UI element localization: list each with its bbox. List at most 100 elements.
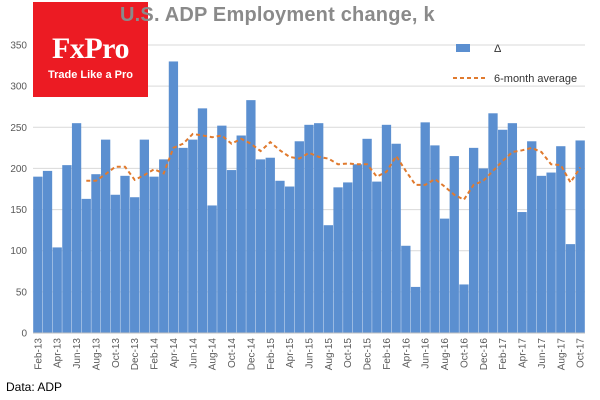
legend-label-delta: Δ (494, 43, 502, 55)
bar (498, 129, 508, 333)
bar (468, 147, 479, 333)
x-tick-label: Oct-17 (576, 338, 587, 368)
bar (527, 141, 537, 333)
bar (507, 123, 518, 334)
bar (536, 175, 547, 333)
bar (130, 197, 140, 333)
logo-tagline: Trade Like a Pro (48, 69, 133, 81)
average-line (86, 132, 582, 201)
bar (517, 212, 527, 333)
bar (217, 125, 227, 333)
x-tick-label: Jun-17 (537, 338, 548, 369)
bar (449, 156, 459, 333)
y-tick-label: 250 (10, 123, 27, 134)
x-tick-label: Dec-14 (246, 338, 257, 371)
x-tick-label: Feb-14 (150, 338, 161, 370)
bar (410, 286, 421, 333)
x-tick-labels: Feb-13 Apr-13 Jun-13 Aug-13 Oct-13 Dec-13 Feb-… (33, 338, 586, 371)
bar (343, 182, 353, 333)
data-source-note: Data: ADP (6, 380, 63, 394)
bar (304, 124, 314, 334)
x-tick-label: Aug-16 (440, 338, 451, 371)
x-tick-label: Feb-16 (382, 338, 393, 370)
x-tick-label: Jun-16 (421, 338, 432, 369)
x-tick-label: Jun-13 (72, 338, 83, 369)
bar (168, 61, 179, 333)
x-tick-label: Aug-17 (556, 338, 567, 371)
x-tick-label: Aug-15 (324, 338, 335, 371)
y-tick-labels: 0 50 100 150 200 250 300 350 (10, 41, 27, 340)
bar (255, 159, 266, 333)
legend: Δ 6-month average (453, 43, 577, 85)
x-tick-label: Oct-13 (111, 338, 122, 368)
bar (52, 247, 62, 333)
bar (236, 135, 246, 333)
x-tick-label: Apr-17 (518, 338, 529, 368)
bar (275, 180, 285, 333)
bar (391, 143, 401, 333)
y-tick-label: 50 (16, 287, 28, 298)
bar (33, 176, 43, 333)
bar (265, 157, 275, 333)
average-line-series (86, 132, 582, 201)
x-tick-label: Apr-15 (285, 338, 296, 368)
bar (207, 205, 217, 333)
x-tick-label: Jun-15 (305, 338, 316, 369)
bar (100, 139, 111, 333)
x-tick-label: Apr-14 (169, 338, 180, 368)
x-tick-label: Feb-17 (498, 338, 509, 370)
bar (333, 187, 343, 333)
bar (246, 100, 256, 333)
bar (565, 244, 576, 333)
y-tick-label: 0 (21, 329, 27, 340)
bar (226, 170, 237, 333)
logo-name: FxPro (52, 32, 129, 65)
bar (352, 164, 363, 333)
y-tick-label: 100 (10, 246, 27, 257)
bar (139, 139, 150, 333)
y-tick-label: 350 (10, 41, 27, 52)
bar (546, 172, 556, 333)
bar (91, 174, 101, 333)
y-tick-label: 150 (10, 205, 27, 216)
x-tick-label: Apr-16 (401, 338, 412, 368)
bar (284, 186, 295, 333)
x-tick-label: Aug-13 (91, 338, 102, 371)
bar (110, 194, 120, 333)
bar (159, 159, 169, 333)
bar (362, 138, 372, 333)
bar (120, 175, 130, 333)
x-tick-label: Dec-13 (130, 338, 141, 371)
bar (149, 176, 159, 333)
bar (197, 108, 208, 333)
x-tick-label: Dec-15 (363, 338, 374, 371)
bar (381, 124, 392, 334)
chart-title: U.S. ADP Employment change, k (120, 4, 435, 26)
bar (575, 140, 585, 333)
x-tick-label: Feb-15 (266, 338, 277, 370)
bar (314, 123, 324, 334)
bar (372, 181, 382, 333)
bar (420, 122, 430, 333)
x-tick-label: Oct-15 (343, 338, 354, 368)
bar-series (33, 61, 585, 334)
x-tick-label: Apr-13 (53, 338, 64, 368)
bar (81, 198, 91, 333)
bar (488, 113, 498, 333)
bar (401, 245, 411, 333)
bar (459, 284, 469, 333)
y-tick-label: 300 (10, 82, 27, 93)
x-tick-label: Oct-14 (227, 338, 238, 368)
bar (178, 147, 188, 333)
bar (71, 123, 82, 334)
bar (430, 145, 440, 333)
bar (323, 225, 334, 333)
bar (294, 141, 304, 333)
bar (556, 146, 566, 333)
x-tick-label: Oct-16 (459, 338, 470, 368)
bar (62, 165, 72, 333)
fxpro-logo: FxPro Trade Like a Pro (33, 2, 148, 97)
y-tick-label: 200 (10, 164, 27, 175)
bar (42, 170, 53, 333)
